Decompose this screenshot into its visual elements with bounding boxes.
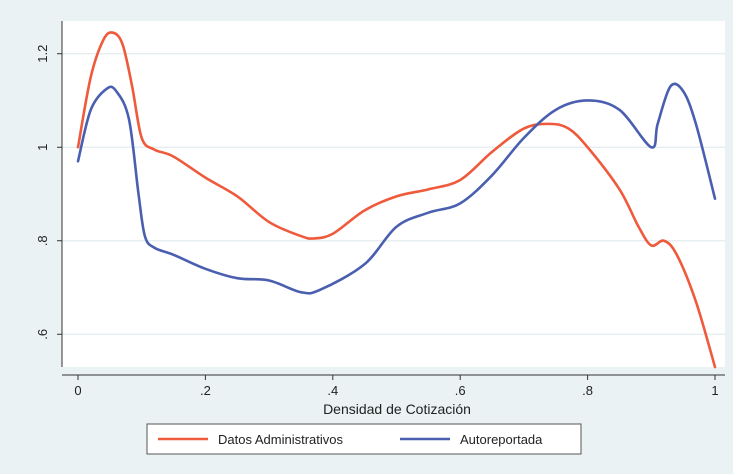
x-tick-label: .6 bbox=[455, 383, 466, 398]
y-tick-label: 1.2 bbox=[35, 45, 50, 63]
legend: Datos Administrativos Autoreportada bbox=[146, 423, 582, 455]
series-layer bbox=[76, 31, 717, 369]
legend-box bbox=[146, 423, 582, 455]
x-tick-label: 1 bbox=[711, 383, 718, 398]
x-tick-label: .4 bbox=[327, 383, 338, 398]
plot-area bbox=[62, 21, 725, 367]
series-line-1 bbox=[76, 82, 717, 295]
series-line-0 bbox=[76, 31, 717, 369]
axes: .6 .8 1 1.2 0 .2 .4 .6 .8 1 bbox=[35, 21, 725, 398]
x-tick-label: .8 bbox=[582, 383, 593, 398]
y-tick-label: .6 bbox=[35, 329, 50, 340]
legend-label-autoreportada: Autoreportada bbox=[460, 432, 543, 447]
y-tick-label: .8 bbox=[35, 235, 50, 246]
x-tick-label: 0 bbox=[74, 383, 81, 398]
x-tick-label: .2 bbox=[200, 383, 211, 398]
legend-label-datos-administrativos: Datos Administrativos bbox=[218, 432, 343, 447]
grid bbox=[62, 53, 725, 335]
x-axis-title: Densidad de Cotización bbox=[323, 401, 471, 417]
y-tick-label: 1 bbox=[35, 144, 50, 151]
